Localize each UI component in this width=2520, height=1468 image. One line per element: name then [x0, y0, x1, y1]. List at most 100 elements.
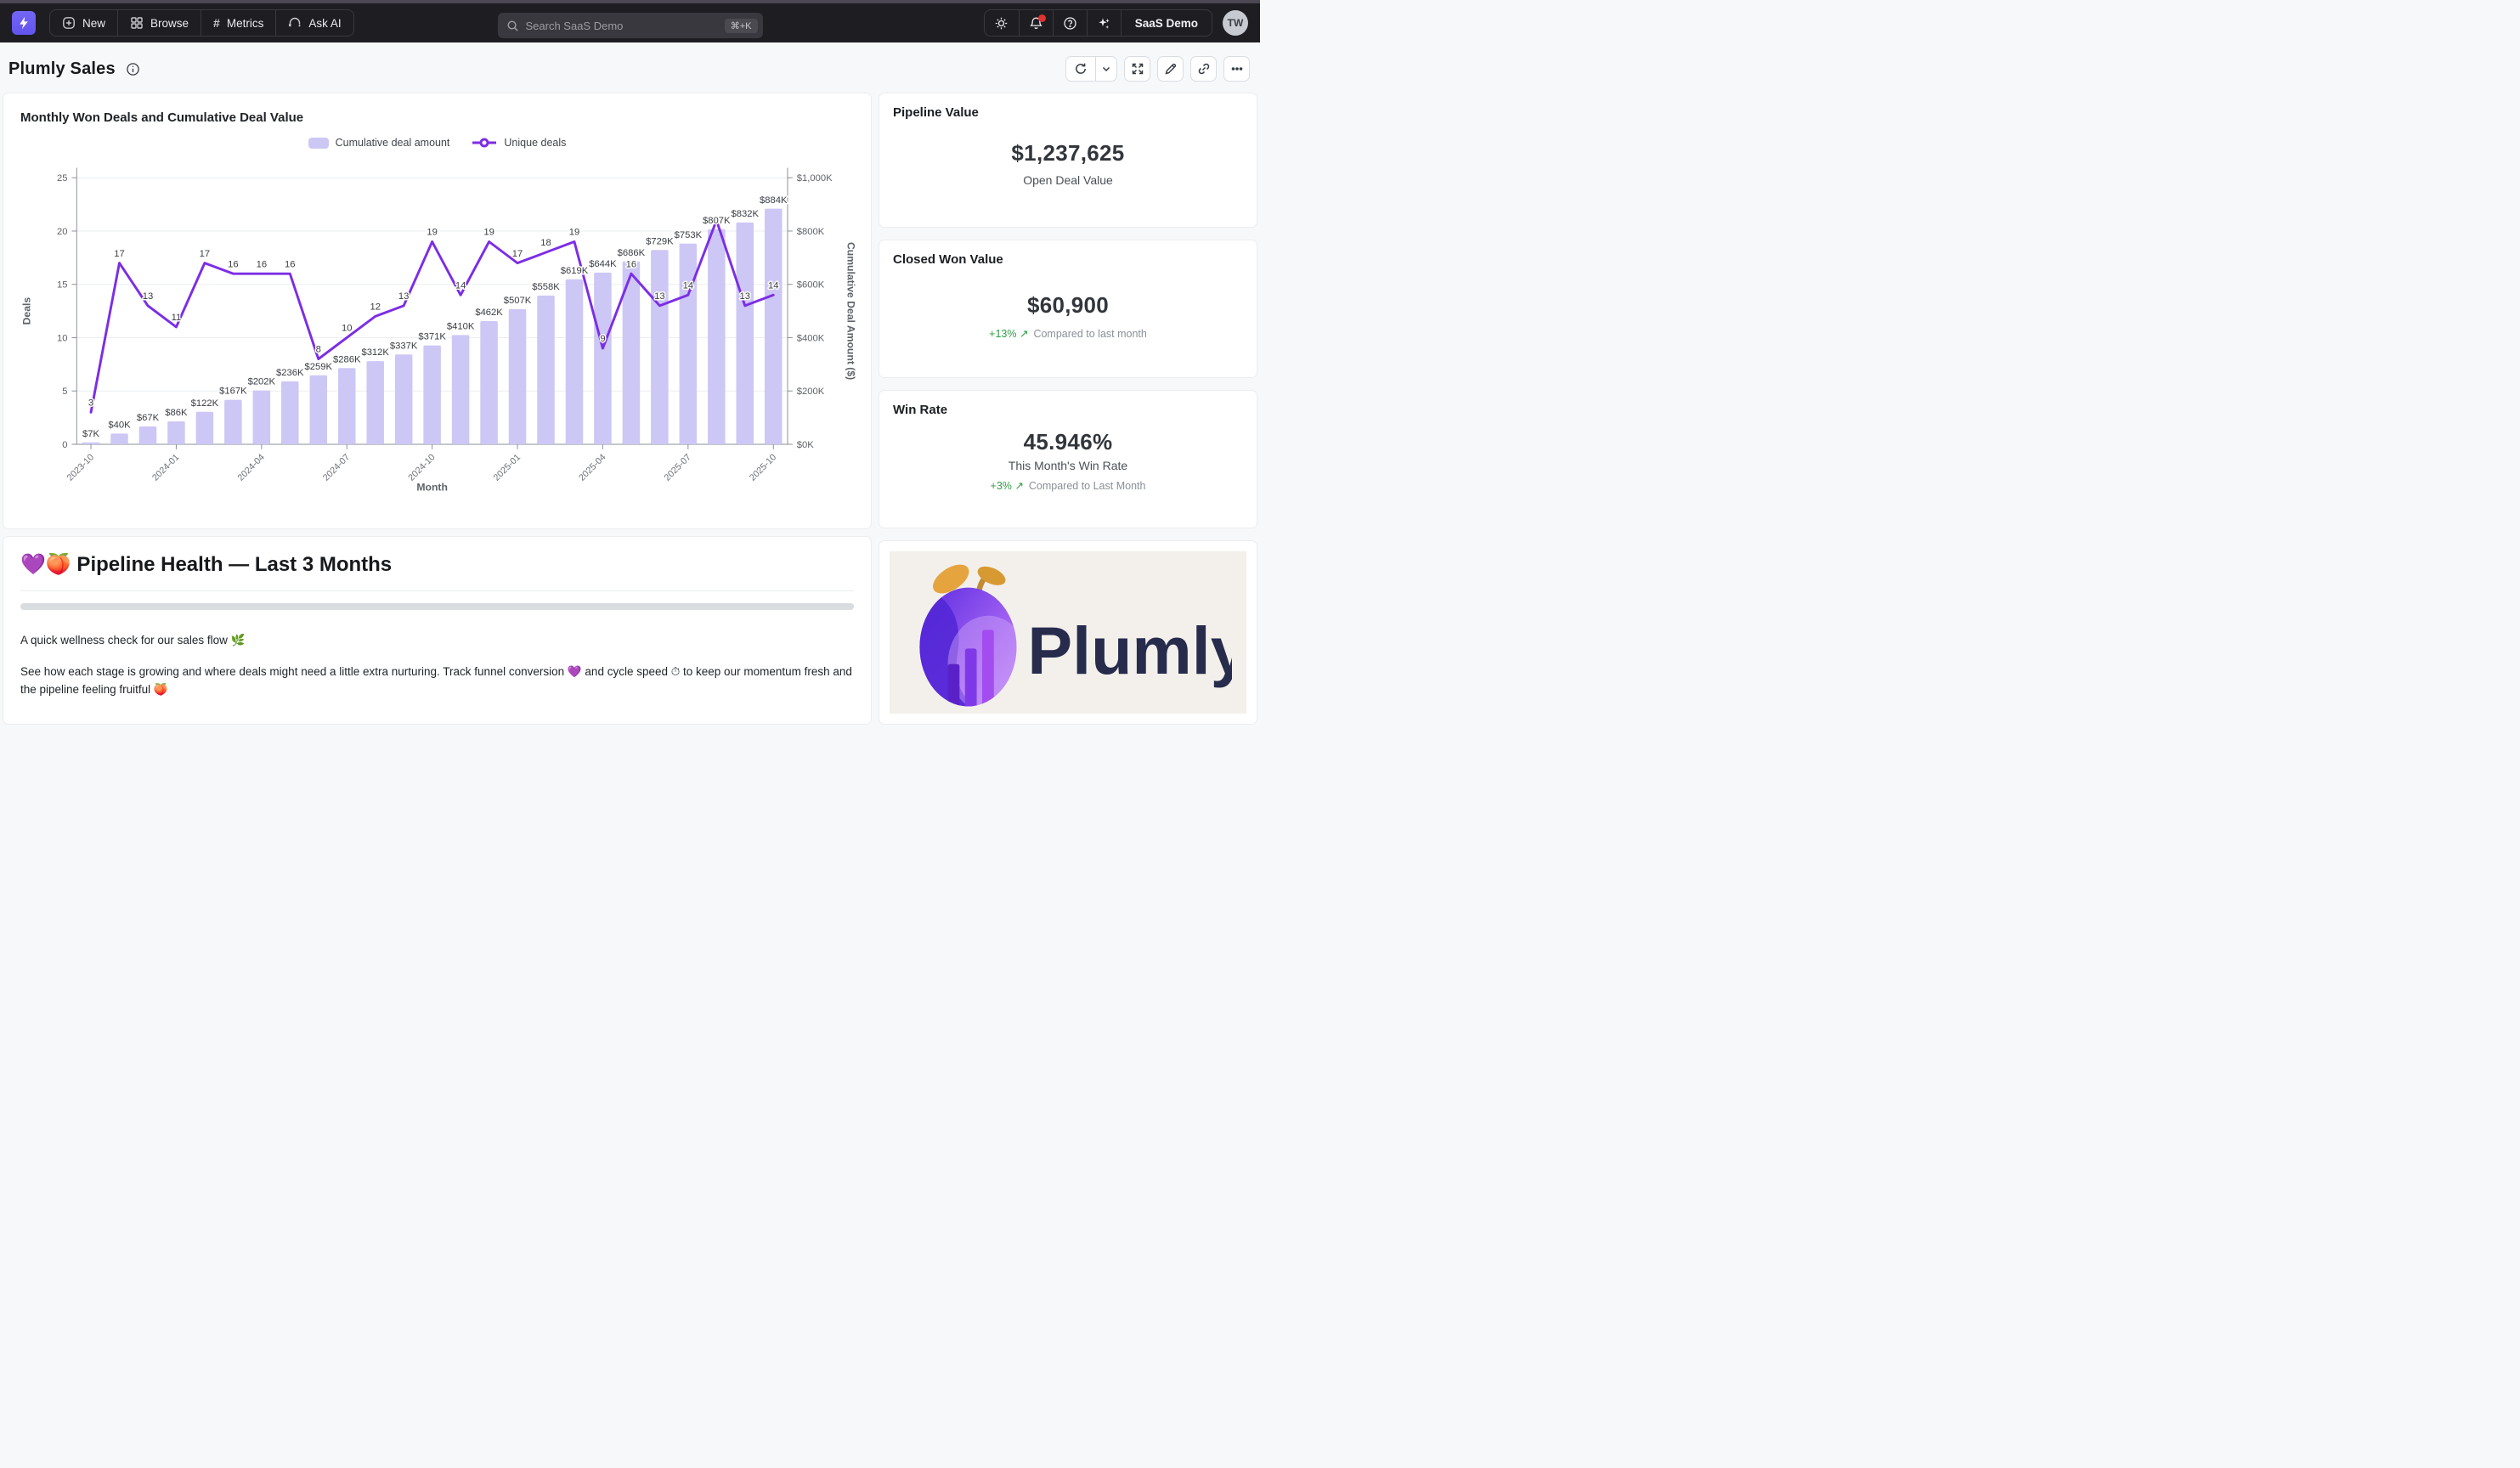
- svg-text:17: 17: [114, 249, 125, 259]
- svg-text:$400K: $400K: [797, 333, 825, 343]
- line-legend-label: Unique deals: [504, 137, 567, 149]
- pipeline-health-title: 💜🍑 Pipeline Health — Last 3 Months: [20, 553, 393, 576]
- svg-text:9: 9: [600, 334, 605, 344]
- chevron-down-icon: [1102, 66, 1110, 72]
- refresh-icon: [1076, 63, 1086, 74]
- svg-text:$800K: $800K: [797, 227, 825, 237]
- pipeline-health-tile[interactable]: 💜🍑 Pipeline Health — Last 3 Months A qui…: [3, 537, 871, 724]
- nav-ask-ai-label: Ask AI: [308, 16, 342, 30]
- svg-text:Deals: Deals: [21, 297, 33, 325]
- svg-text:$462K: $462K: [475, 308, 503, 318]
- project-switcher[interactable]: SaaS Demo: [1120, 10, 1212, 36]
- combo-chart[interactable]: 0 5 10 15 20 25 $0K $200K $400K $600K $800K $1,000K…: [14, 149, 861, 516]
- kpi-value: 45.946%: [1023, 429, 1113, 455]
- svg-text:8: 8: [316, 345, 321, 355]
- settings-button[interactable]: [985, 10, 1019, 36]
- svg-text:2024-04: 2024-04: [235, 452, 266, 483]
- dashboard-content: Monthly Won Deals and Cumulative Deal Va…: [0, 93, 1260, 724]
- svg-text:16: 16: [285, 259, 295, 269]
- search-shortcut-badge: ⌘+K: [724, 18, 758, 33]
- kpi-value: $60,900: [1026, 292, 1110, 318]
- svg-text:5: 5: [62, 387, 67, 397]
- legend-item-line[interactable]: Unique deals: [472, 137, 566, 149]
- up-arrow-icon: ↗: [1014, 480, 1024, 492]
- logo-bar-3: [981, 629, 994, 706]
- notifications-button[interactable]: [1018, 10, 1053, 36]
- ai-assistant-button[interactable]: [1086, 10, 1121, 36]
- nav-new-label: New: [82, 16, 106, 30]
- share-link-button[interactable]: [1190, 56, 1217, 82]
- svg-text:15: 15: [57, 280, 68, 291]
- nav-new-button[interactable]: New: [50, 10, 117, 36]
- kpi-subtitle: This Month's Win Rate: [1008, 459, 1128, 472]
- svg-text:$286K: $286K: [333, 354, 361, 364]
- svg-text:$67K: $67K: [137, 413, 160, 423]
- svg-text:$729K: $729K: [646, 236, 674, 246]
- svg-text:16: 16: [257, 259, 268, 269]
- legend-item-bar[interactable]: Cumulative deal amount: [308, 137, 450, 149]
- pipeline-health-paragraph-2: See how each stage is growing and where …: [20, 664, 852, 696]
- avatar-initials: TW: [1227, 17, 1244, 29]
- hash-icon: #: [213, 16, 220, 30]
- refresh-button[interactable]: [1066, 57, 1095, 81]
- nav-metrics-button[interactable]: # Metrics: [201, 10, 275, 36]
- svg-text:13: 13: [398, 291, 409, 302]
- divider-thin: [20, 590, 854, 591]
- plumly-logo: Plumly: [919, 564, 1232, 706]
- svg-text:14: 14: [455, 280, 466, 291]
- plumly-logo-image: Plumly: [890, 551, 1246, 714]
- info-icon: [127, 62, 139, 76]
- global-search-input[interactable]: Search SaaS Demo ⌘+K: [497, 13, 763, 38]
- svg-text:$753K: $753K: [675, 230, 703, 240]
- more-options-button[interactable]: [1223, 56, 1250, 82]
- page-title: Plumly Sales: [8, 59, 116, 78]
- nav-browse-button[interactable]: Browse: [117, 10, 201, 36]
- help-button[interactable]: [1052, 10, 1087, 36]
- svg-text:$884K: $884K: [760, 195, 788, 206]
- svg-text:$200K: $200K: [797, 387, 825, 397]
- svg-text:0: 0: [62, 440, 67, 450]
- bar-legend-label: Cumulative deal amount: [335, 137, 450, 149]
- expand-icon: [1132, 63, 1143, 75]
- navbar-right-group: SaaS Demo TW: [983, 9, 1248, 37]
- window-top-strip: [0, 0, 1260, 3]
- project-name: SaaS Demo: [1134, 16, 1198, 30]
- edit-button[interactable]: [1157, 56, 1184, 82]
- svg-text:$371K: $371K: [418, 332, 446, 342]
- sparkles-icon: [1099, 18, 1110, 29]
- kpi-delta-value: +13%: [989, 328, 1017, 340]
- svg-text:$410K: $410K: [447, 321, 475, 331]
- kpi-win-rate-tile[interactable]: Win Rate 45.946% This Month's Win Rate +…: [879, 391, 1257, 528]
- lightning-bolt-icon: [20, 16, 28, 30]
- svg-text:$312K: $312K: [361, 347, 389, 358]
- kpi-pipeline-value-tile[interactable]: Pipeline Value $1,237,625 Open Deal Valu…: [879, 93, 1257, 227]
- nav-ask-ai-button[interactable]: Ask AI: [275, 10, 353, 36]
- svg-text:$807K: $807K: [703, 216, 731, 226]
- plumly-logo-tile[interactable]: Plumly: [879, 541, 1257, 724]
- link-icon: [1198, 63, 1209, 75]
- pencil-icon: [1164, 63, 1176, 75]
- chart-legend: Cumulative deal amount Unique deals: [14, 137, 861, 149]
- svg-text:$832K: $832K: [732, 209, 760, 219]
- refresh-split-button: [1065, 56, 1117, 82]
- svg-text:$1,000K: $1,000K: [797, 173, 833, 184]
- svg-text:$202K: $202K: [248, 377, 276, 387]
- svg-text:12: 12: [370, 302, 381, 313]
- app-logo[interactable]: [12, 11, 36, 35]
- fullscreen-button[interactable]: [1124, 56, 1150, 82]
- svg-text:18: 18: [540, 238, 551, 248]
- svg-text:3: 3: [88, 398, 93, 409]
- up-arrow-icon: ↗: [1019, 328, 1029, 340]
- svg-text:$236K: $236K: [276, 368, 304, 378]
- svg-text:2024-01: 2024-01: [150, 452, 181, 483]
- svg-text:14: 14: [683, 280, 694, 291]
- svg-text:2025-07: 2025-07: [662, 452, 692, 483]
- chart-tile[interactable]: Monthly Won Deals and Cumulative Deal Va…: [3, 93, 871, 528]
- kpi-closed-won-tile[interactable]: Closed Won Value $60,900 +13% ↗ Compared …: [879, 240, 1257, 377]
- dashboard-info-button[interactable]: [126, 62, 140, 76]
- refresh-options-button[interactable]: [1095, 57, 1116, 81]
- kpi-delta-value: +3%: [990, 480, 1012, 492]
- bar-legend-swatch: [308, 137, 329, 149]
- ellipsis-icon: [1231, 67, 1242, 71]
- user-avatar[interactable]: TW: [1223, 10, 1248, 36]
